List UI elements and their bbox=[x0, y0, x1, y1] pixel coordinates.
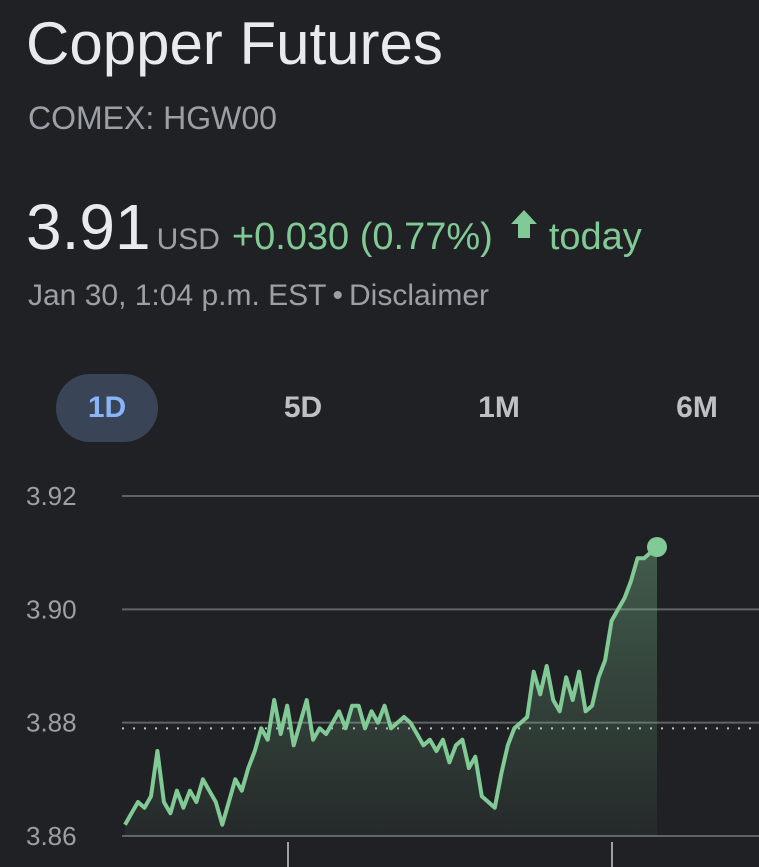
price-chart[interactable]: 3.86 3.88 3.90 3.92 bbox=[0, 470, 759, 867]
tab-6m[interactable]: 6M bbox=[676, 391, 718, 424]
y-tick-label: 3.92 bbox=[26, 481, 77, 511]
disclaimer-link[interactable]: Disclaimer bbox=[349, 279, 490, 312]
quote-timestamp: Jan 30, 1:04 p.m. EST bbox=[28, 279, 327, 312]
price-change: +0.030 (0.77%) bbox=[231, 216, 493, 258]
exchange-symbol: COMEX: HGW00 bbox=[28, 100, 277, 136]
tab-1m[interactable]: 1M bbox=[478, 391, 520, 424]
price-area bbox=[125, 547, 657, 836]
price-line bbox=[123, 545, 659, 827]
currency-label: USD bbox=[156, 223, 220, 256]
price-row: 3.91 USD +0.030 (0.77%) today bbox=[26, 190, 642, 263]
tab-5d[interactable]: 5D bbox=[283, 391, 323, 424]
quote-timestamp-row: Jan 30, 1:04 p.m. EST • Disclaimer bbox=[28, 276, 489, 316]
current-price: 3.91 bbox=[26, 191, 151, 263]
tab-1d[interactable]: 1D bbox=[56, 374, 158, 442]
page-title: Copper Futures bbox=[26, 10, 443, 77]
separator-dot: • bbox=[332, 279, 344, 312]
y-tick-label: 3.90 bbox=[26, 594, 77, 624]
y-tick-label: 3.86 bbox=[26, 821, 77, 851]
change-period: today bbox=[548, 216, 642, 258]
y-tick-label: 3.88 bbox=[26, 708, 77, 738]
range-tabs: 1D 5D 1M 6M bbox=[0, 374, 759, 442]
y-axis-labels: 3.86 3.88 3.90 3.92 bbox=[26, 481, 77, 851]
last-price-point bbox=[647, 537, 667, 557]
arrow-up-icon bbox=[507, 207, 541, 241]
